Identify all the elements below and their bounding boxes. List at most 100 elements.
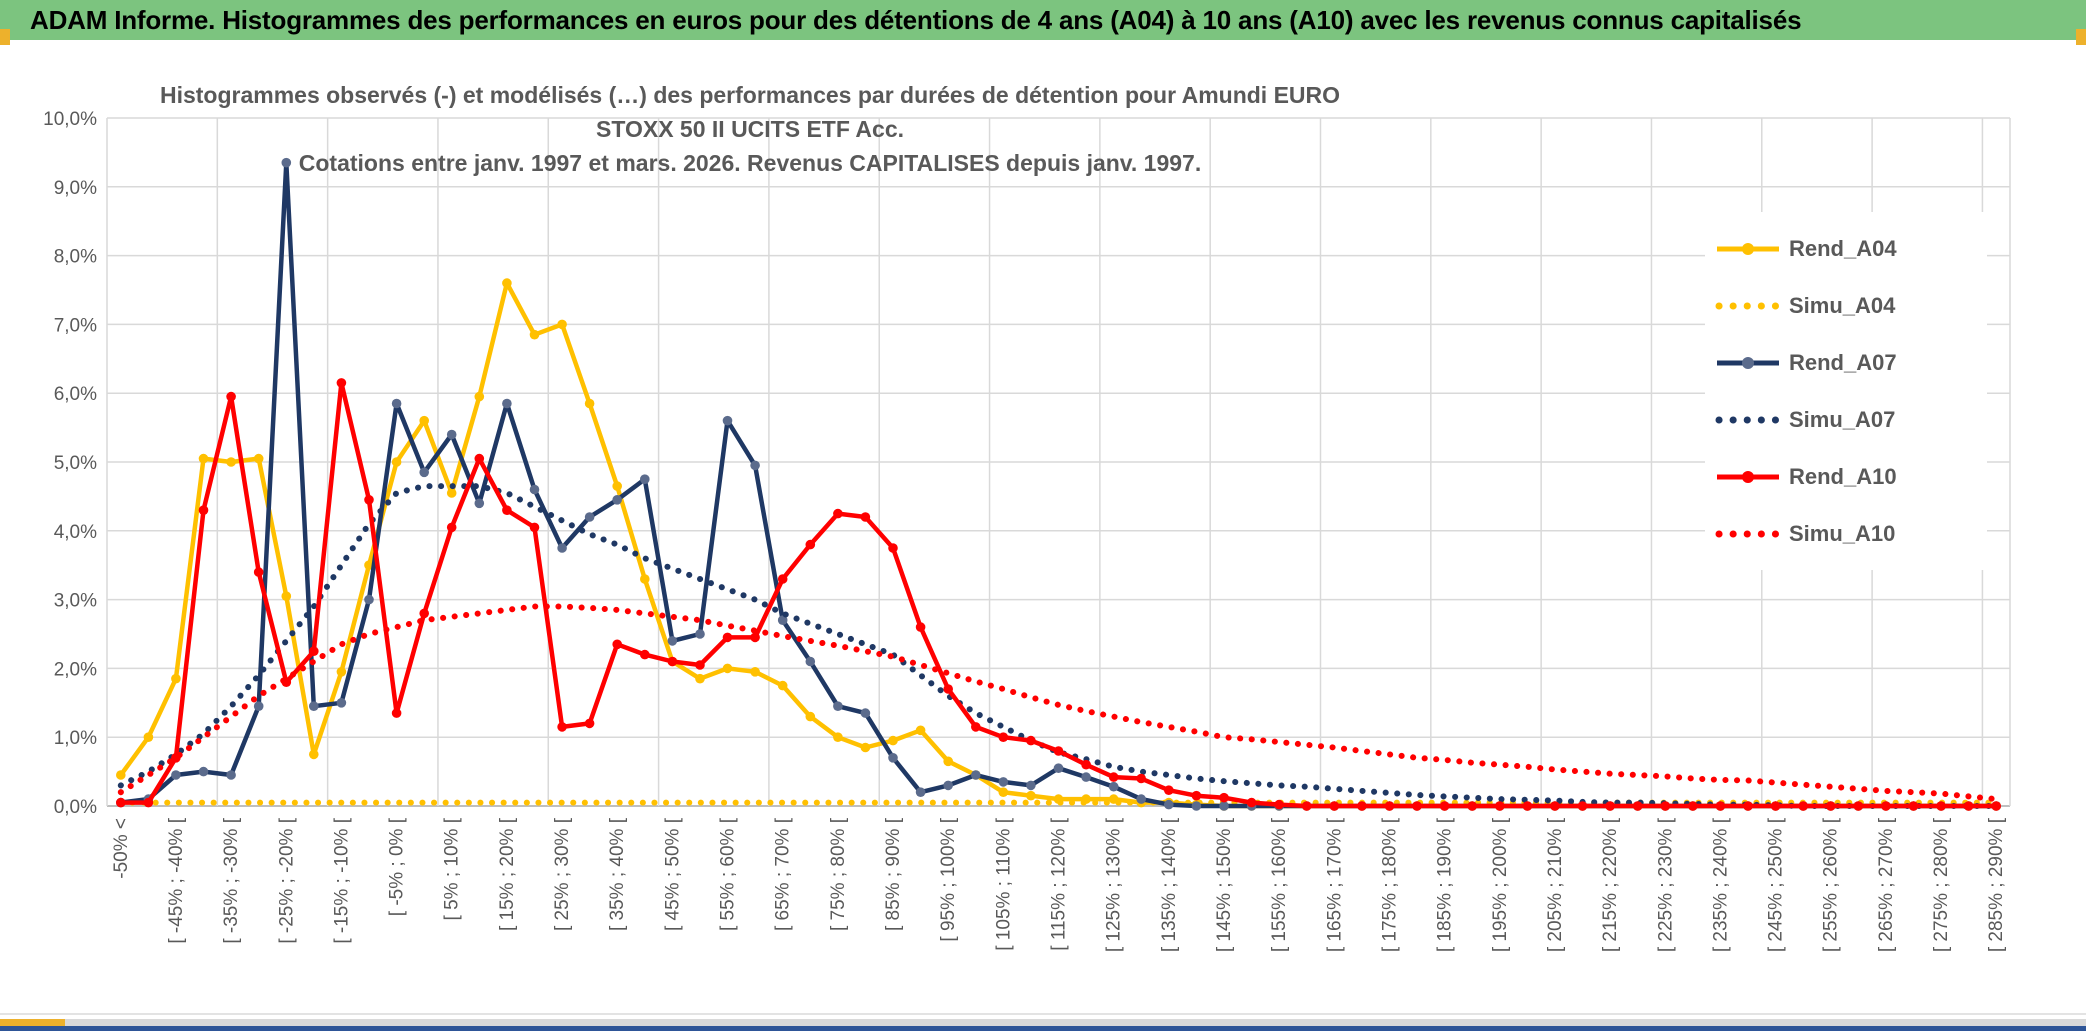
series-marker-Rend_A10 <box>1632 801 1643 811</box>
series-marker-Rend_A10 <box>1577 801 1588 811</box>
series-marker-Rend_A10 <box>1522 801 1533 811</box>
series-marker-Rend_A10 <box>1412 801 1422 811</box>
series-marker-Rend_A10 <box>1825 801 1836 811</box>
series-marker-Rend_A04 <box>722 663 733 674</box>
x-axis-tick-label: [ 155% ; 160% [ <box>1269 817 1290 952</box>
series-marker-Rend_A04 <box>1026 790 1036 801</box>
series-marker-Rend_A10 <box>529 522 540 533</box>
x-axis-tick-label: -50% < <box>111 818 132 879</box>
legend-dotted-line-icon <box>1715 302 1781 309</box>
legend-solid-line-icon <box>1717 356 1779 369</box>
x-axis-tick-label: [ 115% ; 120% [ <box>1049 817 1070 950</box>
gold-accent-top-left <box>0 29 10 45</box>
series-marker-Rend_A10 <box>446 522 457 533</box>
series-marker-Rend_A07 <box>612 495 622 505</box>
series-marker-Rend_A10 <box>584 718 595 729</box>
x-axis-tick-label: [ -35% ; -30% [ <box>221 817 242 943</box>
y-axis-tick-label: 5,0% <box>54 453 97 474</box>
x-axis-tick-label: [ 195% ; 200% [ <box>1490 817 1511 952</box>
x-axis-tick-label: [ 135% ; 140% [ <box>1159 817 1180 952</box>
series-marker-Rend_A10 <box>860 512 871 522</box>
series-marker-Rend_A10 <box>777 574 788 584</box>
y-axis-tick-label: 3,0% <box>54 591 97 612</box>
series-marker-Rend_A07 <box>419 467 430 478</box>
series-marker-Rend_A10 <box>116 797 126 808</box>
series-marker-Rend_A10 <box>1467 801 1477 811</box>
series-marker-Rend_A07 <box>198 766 209 777</box>
series-marker-Rend_A04 <box>640 574 650 584</box>
series-marker-Rend_A07 <box>1164 799 1174 810</box>
x-axis-tick-label: [ 65% ; 70% [ <box>773 817 794 931</box>
legend-label: Simu_A04 <box>1789 292 1896 318</box>
x-axis-tick-label: [ 175% ; 180% [ <box>1379 817 1400 952</box>
series-marker-Rend_A07 <box>529 484 540 495</box>
series-marker-Rend_A10 <box>695 660 705 670</box>
series-marker-Rend_A10 <box>1384 801 1395 811</box>
series-line-Simu_A10 <box>117 603 2000 803</box>
series-marker-Rend_A07 <box>860 708 871 718</box>
chart-title: Histogrammes observés (-) et modélisés (… <box>140 78 1360 180</box>
series-marker-Rend_A10 <box>612 639 622 650</box>
x-axis-tick-label: [ 25% ; 30% [ <box>552 817 573 931</box>
series-marker-Rend_A04 <box>805 711 816 722</box>
series-marker-Rend_A10 <box>1495 801 1505 811</box>
legend-item-Rend_A10[interactable]: Rend_A10 <box>1715 448 1987 505</box>
legend-item-Simu_A07[interactable]: Simu_A07 <box>1715 391 1987 448</box>
series-marker-Rend_A04 <box>888 735 898 746</box>
x-axis-tick-label: [ 145% ; 150% [ <box>1214 817 1235 952</box>
legend-item-Rend_A07[interactable]: Rend_A07 <box>1715 334 1987 391</box>
series-marker-Rend_A10 <box>419 608 430 619</box>
series-marker-Rend_A10 <box>502 505 512 515</box>
bottom-gold-accent <box>0 1019 65 1026</box>
y-axis-tick-label: 0,0% <box>54 797 97 818</box>
series-marker-Rend_A04 <box>695 673 705 684</box>
series-marker-Rend_A10 <box>888 543 898 553</box>
series-marker-Rend_A07 <box>584 512 595 522</box>
series-marker-Rend_A07 <box>833 701 843 711</box>
series-marker-Rend_A04 <box>777 680 788 691</box>
series-marker-Rend_A10 <box>1329 801 1340 811</box>
legend-item-Simu_A04[interactable]: Simu_A04 <box>1715 277 1987 334</box>
y-axis-tick-label: 9,0% <box>54 178 97 199</box>
legend-item-Simu_A10[interactable]: Simu_A10 <box>1715 505 1987 562</box>
x-axis-tick-label: [ 105% ; 110% [ <box>993 817 1014 950</box>
series-marker-Rend_A07 <box>777 615 788 625</box>
x-axis-tick-label: [ -25% ; -20% [ <box>276 817 297 943</box>
chart-title-line2: Cotations entre janv. 1997 et mars. 2026… <box>298 150 1202 176</box>
x-axis-tick-label: [ 85% ; 90% [ <box>883 817 904 931</box>
x-axis-tick-label: [ 165% ; 170% [ <box>1324 817 1345 952</box>
series-marker-Rend_A10 <box>1550 801 1560 811</box>
chart-legend: Rend_A04 Simu_A04 Rend_A07 Simu_A07 Rend_A10… <box>1705 212 1987 570</box>
series-marker-Rend_A10 <box>1798 801 1808 811</box>
series-marker-Rend_A10 <box>198 505 209 515</box>
series-marker-Rend_A10 <box>226 391 236 402</box>
series-marker-Rend_A10 <box>1219 792 1229 803</box>
bottom-hairline <box>0 1013 2086 1015</box>
x-axis-tick-label: [ 45% ; 50% [ <box>662 817 683 931</box>
series-marker-Rend_A10 <box>640 649 650 660</box>
series-marker-Rend_A10 <box>1246 797 1257 808</box>
series-marker-Rend_A04 <box>336 667 347 677</box>
legend-dotted-line-icon <box>1715 530 1781 537</box>
series-marker-Rend_A07 <box>1219 801 1229 811</box>
series-marker-Rend_A10 <box>1770 801 1781 811</box>
series-marker-Rend_A10 <box>915 622 926 632</box>
series-marker-Rend_A07 <box>722 415 733 426</box>
y-axis-tick-label: 1,0% <box>54 728 97 749</box>
x-axis-tick-label: [ 95% ; 100% [ <box>938 817 959 941</box>
x-axis-tick-label: [ -45% ; -40% [ <box>166 817 187 943</box>
series-marker-Rend_A10 <box>1715 801 1726 811</box>
series-marker-Rend_A10 <box>1439 801 1450 811</box>
header-bar: ADAM Informe. Histogrammes des performan… <box>0 0 2086 40</box>
series-marker-Rend_A04 <box>557 319 567 330</box>
series-marker-Rend_A07 <box>805 656 816 667</box>
x-axis-tick-label: [ 225% ; 230% [ <box>1655 817 1676 952</box>
y-axis-tick-label: 4,0% <box>54 522 97 543</box>
series-marker-Rend_A10 <box>1936 801 1946 811</box>
x-axis-tick-label: [ 125% ; 130% [ <box>1104 817 1125 952</box>
series-marker-Rend_A04 <box>474 391 485 402</box>
legend-item-Rend_A04[interactable]: Rend_A04 <box>1715 220 1987 277</box>
x-axis-tick-label: [ 205% ; 210% [ <box>1545 817 1566 952</box>
legend-dotted-line-icon <box>1715 416 1781 423</box>
legend-label: Rend_A07 <box>1789 349 1897 375</box>
